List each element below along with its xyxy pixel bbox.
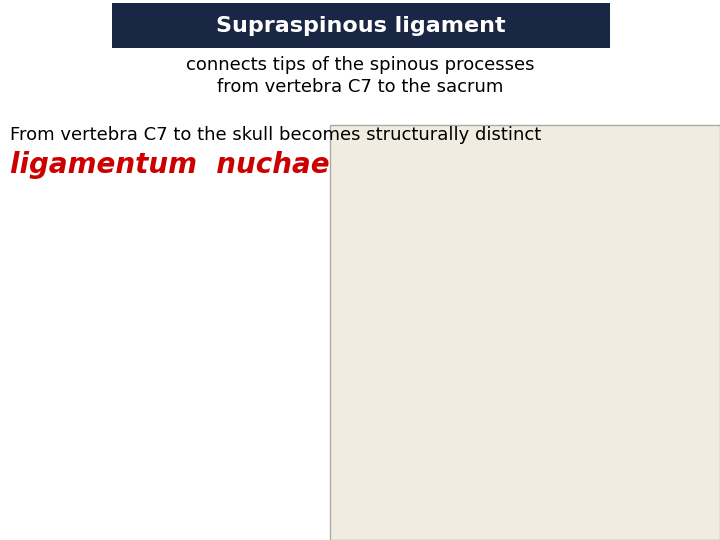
Text: Supraspinous ligament: Supraspinous ligament xyxy=(216,16,506,36)
Text: connects tips of the spinous processes: connects tips of the spinous processes xyxy=(186,56,534,74)
FancyBboxPatch shape xyxy=(112,3,610,48)
Text: From vertebra C7 to the skull becomes structurally distinct: From vertebra C7 to the skull becomes st… xyxy=(10,126,541,144)
Bar xyxy=(330,125,720,540)
Text: from vertebra C7 to the sacrum: from vertebra C7 to the sacrum xyxy=(217,78,503,96)
Text: ligamentum  nuchae: ligamentum nuchae xyxy=(10,151,330,179)
